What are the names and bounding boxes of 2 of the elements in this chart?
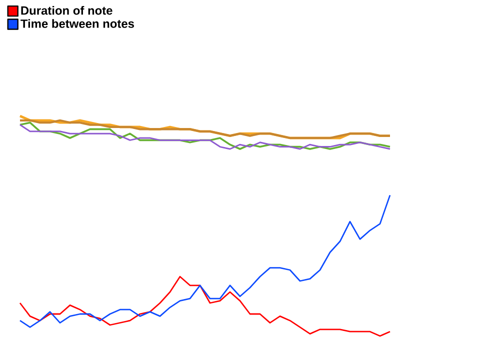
legend-label: Time between notes (20, 19, 134, 28)
legend-label: Duration of note (21, 6, 112, 15)
